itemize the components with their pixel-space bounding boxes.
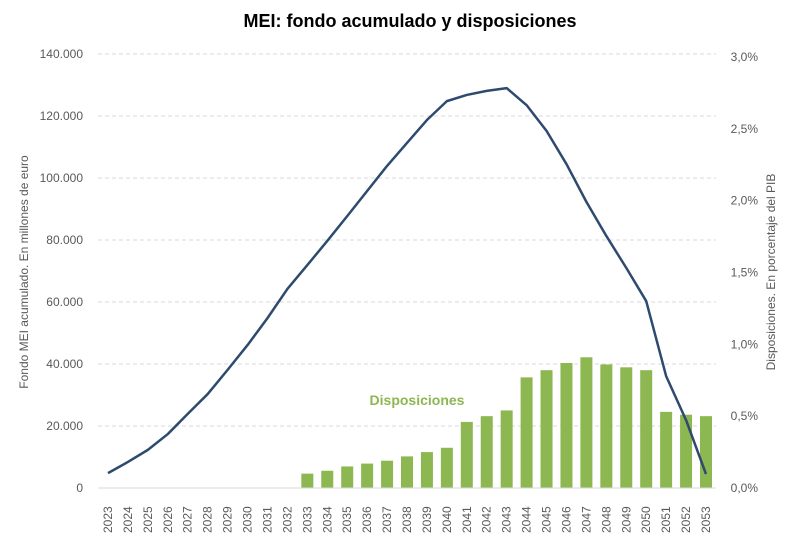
left-tick-label: 40.000 (46, 357, 83, 371)
left-tick-label: 0 (76, 481, 83, 495)
x-tick-label: 2037 (380, 506, 394, 533)
bar-2051 (660, 411, 673, 488)
x-tick-label: 2026 (161, 506, 175, 533)
x-tick-label: 2036 (360, 506, 374, 533)
left-axis-label: Fondo MEI acumulado. En millones de euro (17, 155, 31, 389)
x-tick-label: 2033 (300, 506, 314, 533)
bar-2035 (341, 466, 354, 488)
bar-annotation: Disposiciones (370, 392, 465, 408)
x-tick-label: 2048 (599, 506, 613, 533)
right-tick-label: 2,5% (731, 122, 759, 136)
x-tick-label: 2039 (420, 506, 434, 533)
right-axis-label: Disposiciones. En porcentaje del PIB (764, 174, 778, 371)
bar-2034 (321, 470, 334, 488)
x-tick-label: 2029 (221, 506, 235, 533)
x-tick-label: 2047 (579, 506, 593, 533)
x-tick-label: 2050 (639, 506, 653, 533)
left-tick-label: 80.000 (46, 233, 83, 247)
right-tick-label: 1,5% (731, 266, 759, 280)
x-tick-label: 2032 (280, 506, 294, 533)
bar-2052 (680, 414, 693, 488)
x-tick-label: 2045 (540, 506, 554, 533)
x-tick-label: 2028 (201, 506, 215, 533)
right-tick-label: 1,0% (731, 337, 759, 351)
bar-2040 (440, 447, 453, 488)
bar-2038 (401, 456, 413, 488)
left-axis-ticks: 0 20.000 40.000 60.000 80.000 100.000 120.000 1… (40, 47, 84, 495)
bar-2033 (301, 473, 314, 488)
bar-2053 (700, 416, 712, 488)
left-tick-label: 60.000 (46, 295, 83, 309)
left-tick-label: 140.000 (40, 47, 84, 61)
x-tick-label: 2052 (679, 506, 693, 533)
right-tick-label: 0,5% (731, 409, 759, 423)
x-tick-label: 2040 (440, 506, 454, 533)
bar-2044 (520, 377, 533, 488)
x-tick-label: 2049 (619, 506, 633, 533)
x-tick-label: 2046 (559, 506, 573, 533)
x-tick-label: 2043 (500, 506, 514, 533)
x-tick-label: 2035 (340, 506, 354, 533)
x-tick-label: 2024 (121, 506, 135, 533)
bar-2037 (381, 460, 394, 488)
right-tick-label: 0,0% (731, 481, 759, 495)
left-tick-label: 100.000 (40, 171, 84, 185)
gridlines (98, 53, 716, 427)
x-tick-label: 2038 (400, 506, 414, 533)
chart-title: MEI: fondo acumulado y disposiciones (243, 11, 576, 31)
bar-2042 (480, 416, 493, 488)
bar-2047 (580, 357, 593, 488)
x-tick-label: 2031 (260, 506, 274, 533)
x-axis-ticks: 2023 2024 2025 2026 2027 2028 2029 2030 2031 2032… (101, 506, 713, 533)
bar-2045 (540, 370, 553, 488)
x-tick-label: 2051 (659, 506, 673, 533)
left-tick-label: 20.000 (46, 419, 83, 433)
bar-2046 (560, 363, 573, 488)
x-tick-label: 2044 (520, 506, 534, 533)
right-axis-ticks: 0,0% 0,5% 1,0% 1,5% 2,0% 2,5% 3,0% (731, 50, 759, 495)
x-tick-label: 2041 (460, 506, 474, 533)
bar-2048 (600, 364, 613, 488)
bar-2043 (500, 410, 513, 488)
x-tick-label: 2023 (101, 506, 115, 533)
x-tick-label: 2053 (699, 506, 713, 533)
left-tick-label: 120.000 (40, 109, 84, 123)
x-tick-label: 2030 (241, 506, 255, 533)
x-tick-label: 2042 (480, 506, 494, 533)
bars (301, 357, 712, 488)
x-tick-label: 2025 (141, 506, 155, 533)
bar-2041 (460, 421, 473, 488)
bar-2036 (361, 463, 374, 488)
right-tick-label: 2,0% (731, 194, 759, 208)
bar-2050 (640, 370, 653, 488)
x-tick-label: 2027 (181, 506, 195, 533)
x-tick-label: 2034 (320, 506, 334, 533)
bar-2039 (420, 452, 433, 488)
fund-line (107, 86, 708, 475)
line-series (107, 86, 708, 475)
right-tick-label: 3,0% (731, 50, 759, 64)
bar-2049 (620, 367, 633, 488)
